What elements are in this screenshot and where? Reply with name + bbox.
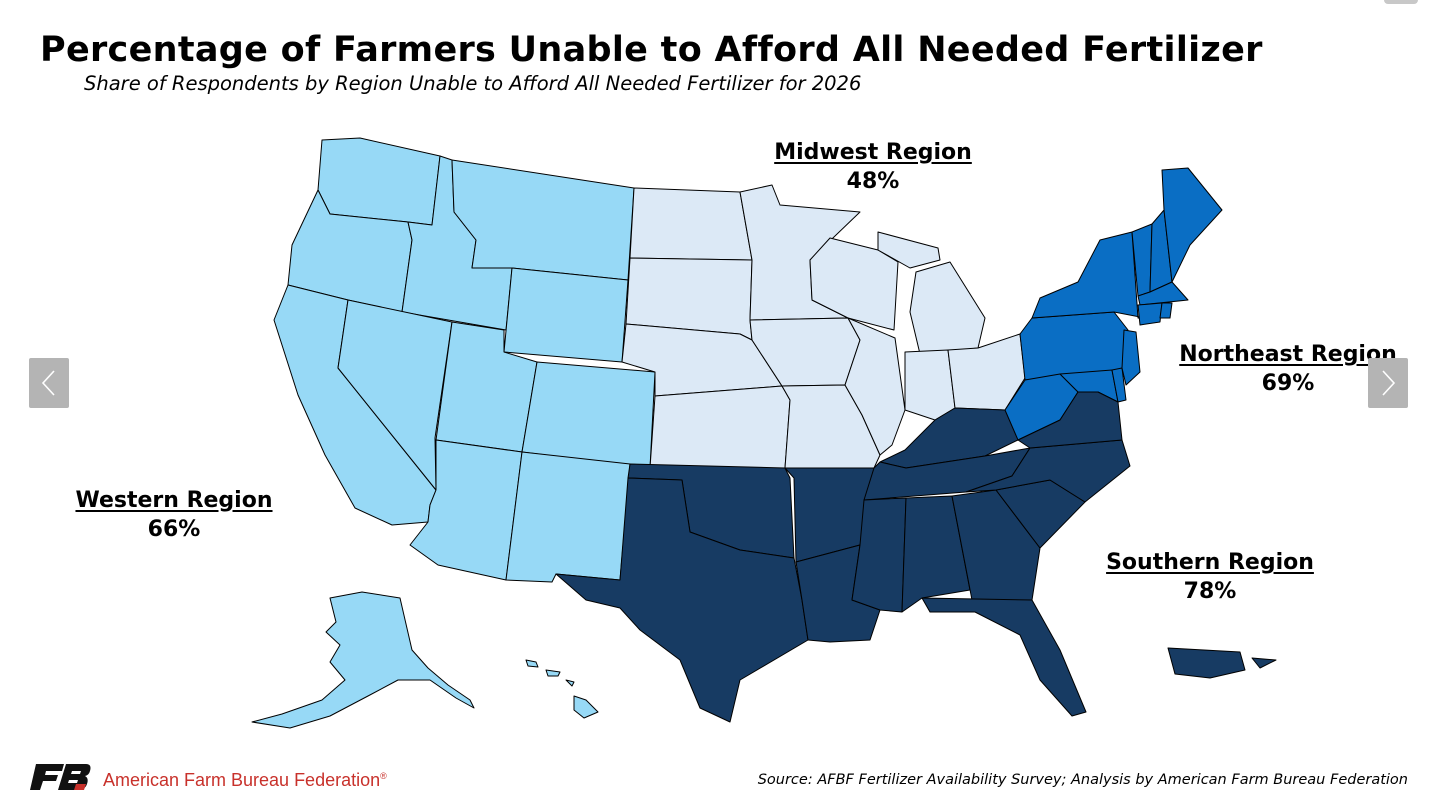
- state-wyoming: [503, 267, 629, 363]
- state-alaska: [251, 591, 475, 729]
- organization-name: American Farm Bureau Federation®: [103, 770, 387, 790]
- northeast-region-label: Northeast Region 69%: [1160, 340, 1416, 398]
- southern-region-value: 78%: [1183, 579, 1237, 604]
- source-note: Source: AFBF Fertilizer Availability Sur…: [757, 772, 1408, 788]
- state-hawaii: [525, 659, 599, 719]
- state-rhode-island: [1159, 302, 1173, 319]
- next-slide-button[interactable]: [1368, 358, 1408, 408]
- state-washington: [317, 137, 441, 226]
- southern-region-states: [555, 391, 1277, 723]
- state-kansas: [649, 385, 791, 469]
- state-illinois: [844, 317, 906, 456]
- state-florida: [921, 597, 1087, 717]
- state-montana: [451, 159, 635, 281]
- state-new-jersey: [1121, 329, 1141, 386]
- midwest-region-states: [621, 184, 1026, 469]
- state-georgia: [951, 489, 1041, 601]
- chevron-left-icon: [41, 370, 55, 396]
- southern-region-name: Southern Region: [1106, 550, 1314, 575]
- midwest-region-label: Midwest Region 48%: [760, 138, 986, 196]
- state-wisconsin: [809, 237, 899, 331]
- western-region-name: Western Region: [75, 488, 273, 513]
- map-subtitle: Share of Respondents by Region Unable to…: [84, 72, 862, 95]
- midwest-region-name: Midwest Region: [774, 140, 972, 165]
- state-alabama: [901, 495, 971, 613]
- state-maine: [1161, 167, 1223, 283]
- state-texas: [555, 477, 809, 723]
- map-title: Percentage of Farmers Unable to Afford A…: [40, 30, 1263, 70]
- northeast-region-states: [997, 167, 1223, 441]
- state-massachusetts: [1137, 281, 1189, 306]
- state-connecticut: [1137, 302, 1163, 326]
- afbf-logo-icon: [30, 764, 91, 790]
- northeast-region-value: 69%: [1261, 371, 1315, 396]
- western-region-label: Western Region 66%: [60, 486, 288, 544]
- previous-slide-button[interactable]: [29, 358, 69, 408]
- western-region-states: [251, 137, 656, 729]
- state-new-mexico: [505, 451, 631, 583]
- midwest-region-value: 48%: [846, 169, 900, 194]
- territory-puerto-rico: [1167, 647, 1277, 679]
- state-virginia: [1017, 391, 1123, 449]
- chevron-right-icon: [1382, 370, 1396, 396]
- corner-button[interactable]: [1384, 0, 1418, 4]
- state-delaware: [1111, 367, 1127, 403]
- state-indiana: [904, 349, 956, 421]
- state-colorado: [521, 361, 656, 469]
- southern-region-label: Southern Region 78%: [1090, 548, 1330, 606]
- state-north-dakota: [629, 187, 753, 261]
- western-region-value: 66%: [147, 517, 201, 542]
- northeast-region-name: Northeast Region: [1179, 342, 1397, 367]
